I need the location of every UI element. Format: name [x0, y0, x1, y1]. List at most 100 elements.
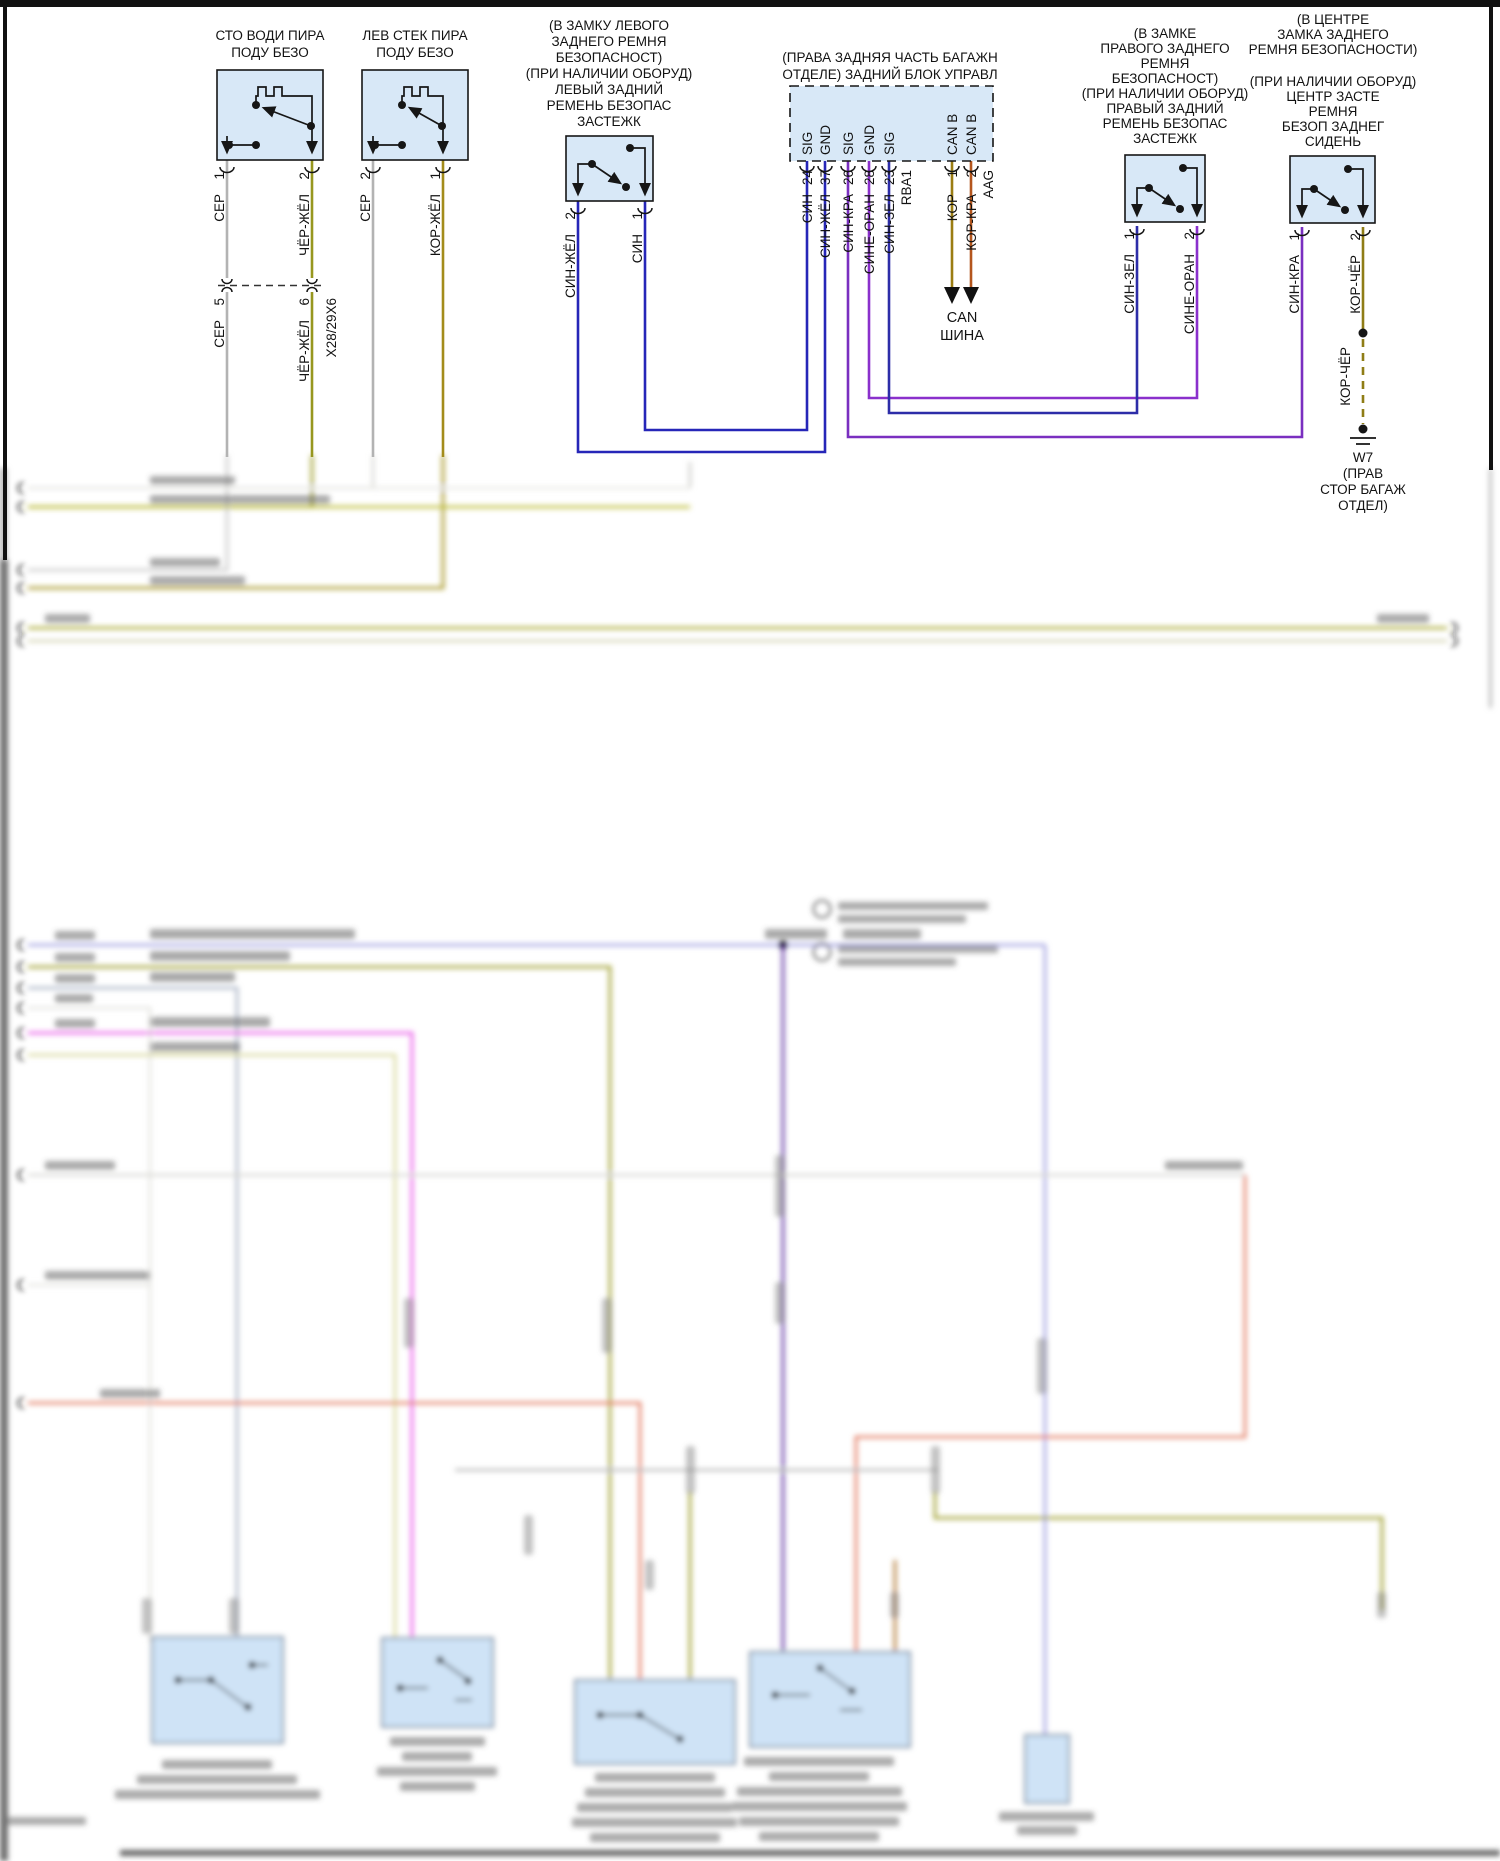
- ground-location: СТОР БАГАЖ: [1320, 482, 1406, 497]
- block-pin-num: 37: [818, 170, 833, 185]
- block-pin-wire: СИН: [800, 194, 815, 223]
- comp-d-pin1-wire: СИН-ЗЕЛ: [1122, 254, 1137, 314]
- comp-e-title: ЦЕНТР ЗАСТЕ: [1286, 89, 1379, 104]
- comp-e-pin1-wire: СИН-КРА: [1287, 255, 1302, 314]
- wire-kor-zhel-cont: [28, 455, 445, 590]
- block-can-pin-name: CAN B: [945, 114, 960, 155]
- block-pin-name: GND: [862, 125, 877, 155]
- comp-d-title: (В ЗАМКЕ: [1134, 26, 1197, 41]
- component-left-pyro: [361, 69, 469, 174]
- bottom-component-3: [572, 1679, 737, 1842]
- ground-symbol: [1350, 437, 1376, 445]
- comp-e-title: ЗАМКА ЗАДНЕГО: [1277, 27, 1389, 42]
- block-pin-name: SIG: [800, 132, 815, 155]
- wire-salmon-right: [854, 1175, 1247, 1652]
- bottom-component-4: [732, 1651, 911, 1841]
- conn-pin5-num: 5: [212, 298, 227, 306]
- comp-e-title: (В ЦЕНТРЕ: [1297, 12, 1369, 27]
- comp-d-title: ПРАВОГО ЗАДНЕГО: [1100, 41, 1229, 56]
- comp-c-title: ЛЕВЫЙ ЗАДНИЙ: [555, 82, 663, 97]
- comp-a-pin2-num: 2: [297, 172, 312, 180]
- can-arrow-1: [944, 287, 960, 304]
- ground-id: W7: [1353, 450, 1373, 465]
- component-right-rear-buckle: [1124, 154, 1206, 236]
- block-pin-name: SIG: [882, 132, 897, 155]
- wire-sin-kra: [846, 161, 1304, 439]
- comp-d-pin1-num: 1: [1122, 232, 1137, 240]
- comp-e-pin1-num: 1: [1287, 233, 1302, 241]
- wire-ser-a-cont: [28, 455, 229, 572]
- block-title: (ПРАВА ЗАДНЯЯ ЧАСТЬ БАГАЖН: [782, 50, 997, 65]
- wire-sin: [643, 161, 809, 432]
- wire-sine-oran: [867, 161, 1199, 400]
- block-pin-num: 28: [862, 170, 877, 185]
- block-pin-wire: СИН-КРА: [841, 194, 856, 253]
- comp-b-title: ЛЕВ СТЕК ПИРА: [362, 28, 467, 43]
- comp-d-title: ПРАВЫЙ ЗАДНИЙ: [1106, 101, 1223, 116]
- comp-b-pin1-wire: СЕР: [358, 194, 373, 222]
- connector-id: X28/29X6: [324, 298, 339, 357]
- ground-dot: [1358, 424, 1368, 434]
- block-title: ОТДЕЛЕ) ЗАДНИЙ БЛОК УПРАВЛ: [782, 67, 997, 82]
- comp-d-pin2-num: 2: [1182, 232, 1197, 240]
- comp-a-title: СТО ВОДИ ПИРА: [215, 28, 324, 43]
- wire-sin-zhel: [576, 161, 827, 454]
- comp-c-title: РЕМЕНЬ БЕЗОПАС: [547, 98, 672, 113]
- ground-location: ОТДЕЛ): [1338, 498, 1388, 513]
- page-border-top: [0, 0, 1500, 7]
- comp-d-pin2-wire: СИНЕ-ОРАН: [1182, 254, 1197, 334]
- can-bus-label: CAN: [947, 310, 978, 326]
- block-pin-num: 26: [841, 170, 856, 185]
- page-border-right: [1489, 0, 1493, 470]
- component-center-rear-buckle: [1289, 155, 1376, 237]
- comp-e-title: (ПРИ НАЛИЧИИ ОБОРУД): [1250, 74, 1416, 89]
- block-can-pin-wire: КОР: [945, 194, 960, 221]
- comp-b-pin2-num: 1: [428, 172, 443, 180]
- component-left-rear-buckle: [565, 135, 654, 215]
- comp-c-title: (ПРИ НАЛИЧИИ ОБОРУД): [526, 66, 692, 81]
- wire-olive-drop: [28, 965, 612, 1682]
- comp-e-pin2-num: 2: [1348, 233, 1363, 241]
- comp-e-title: СИДЕНЬ: [1305, 134, 1361, 149]
- comp-a-pin1-num: 1: [212, 172, 227, 180]
- comp-d-title: БЕЗОПАСНОСТ): [1112, 71, 1219, 86]
- comp-a-title: ПОДУ БЕЗО: [231, 45, 309, 60]
- wire-magenta-drop: [28, 1031, 414, 1640]
- rear-control-module: [789, 85, 994, 173]
- comp-a-pin1-wire: СЕР: [212, 194, 227, 222]
- comp-b-pin1-num: 2: [358, 172, 373, 180]
- comp-d-title: ЗАСТЕЖК: [1133, 131, 1197, 146]
- block-pin-wire: СИН-ЖЁЛ: [818, 194, 833, 258]
- comp-c-pin2-num: 2: [563, 212, 578, 220]
- block-connector-left-id: RBA1: [899, 170, 914, 205]
- comp-c-pin1-wire: СИН: [630, 234, 645, 263]
- component-driver-pyro: [216, 69, 324, 174]
- blurred-lower-diagram: [0, 455, 1500, 1861]
- wire-sin-zel: [887, 161, 1139, 415]
- bottom-component-5: [999, 1734, 1094, 1835]
- conn-pin6-wire: ЧЁР-ЖЁЛ: [297, 320, 312, 382]
- block-pin-num: 23: [882, 170, 897, 185]
- comp-d-title: (ПРИ НАЛИЧИИ ОБОРУД): [1082, 86, 1248, 101]
- comp-b-title: ПОДУ БЕЗО: [376, 45, 454, 60]
- comp-e-title: БЕЗОП ЗАДНЕГ: [1282, 119, 1385, 134]
- can-arrow-2: [963, 287, 979, 304]
- block-pin-name: GND: [818, 125, 833, 155]
- comp-c-title: (В ЗАМКУ ЛЕВОГО: [549, 18, 669, 33]
- bottom-component-1: [115, 1636, 320, 1799]
- conn-pin5-wire: СЕР: [212, 320, 227, 348]
- comp-b-pin2-wire: КОР-ЖЁЛ: [428, 194, 443, 256]
- block-pin-wire: СИНЕ-ОРАН: [862, 194, 877, 274]
- block-pin-name: SIG: [841, 132, 856, 155]
- block-connector-right-id: AAG: [981, 170, 996, 199]
- conn-pin6-num: 6: [297, 298, 312, 306]
- comp-c-title: ЗАСТЕЖК: [577, 114, 641, 129]
- block-can-pin-wire: КОР-КРА: [964, 194, 979, 251]
- comp-a-pin2-wire: ЧЁР-ЖЁЛ: [297, 194, 312, 256]
- block-pin-num: 24: [800, 170, 815, 186]
- comp-d-title: РЕМЕНЬ БЕЗОПАС: [1103, 116, 1228, 131]
- splice-wire-label: КОР-ЧЁР: [1338, 347, 1353, 406]
- comp-c-title: БЕЗОПАСНОСТ): [556, 50, 663, 65]
- comp-c-pin2-wire: СИН-ЖЁЛ: [563, 234, 578, 298]
